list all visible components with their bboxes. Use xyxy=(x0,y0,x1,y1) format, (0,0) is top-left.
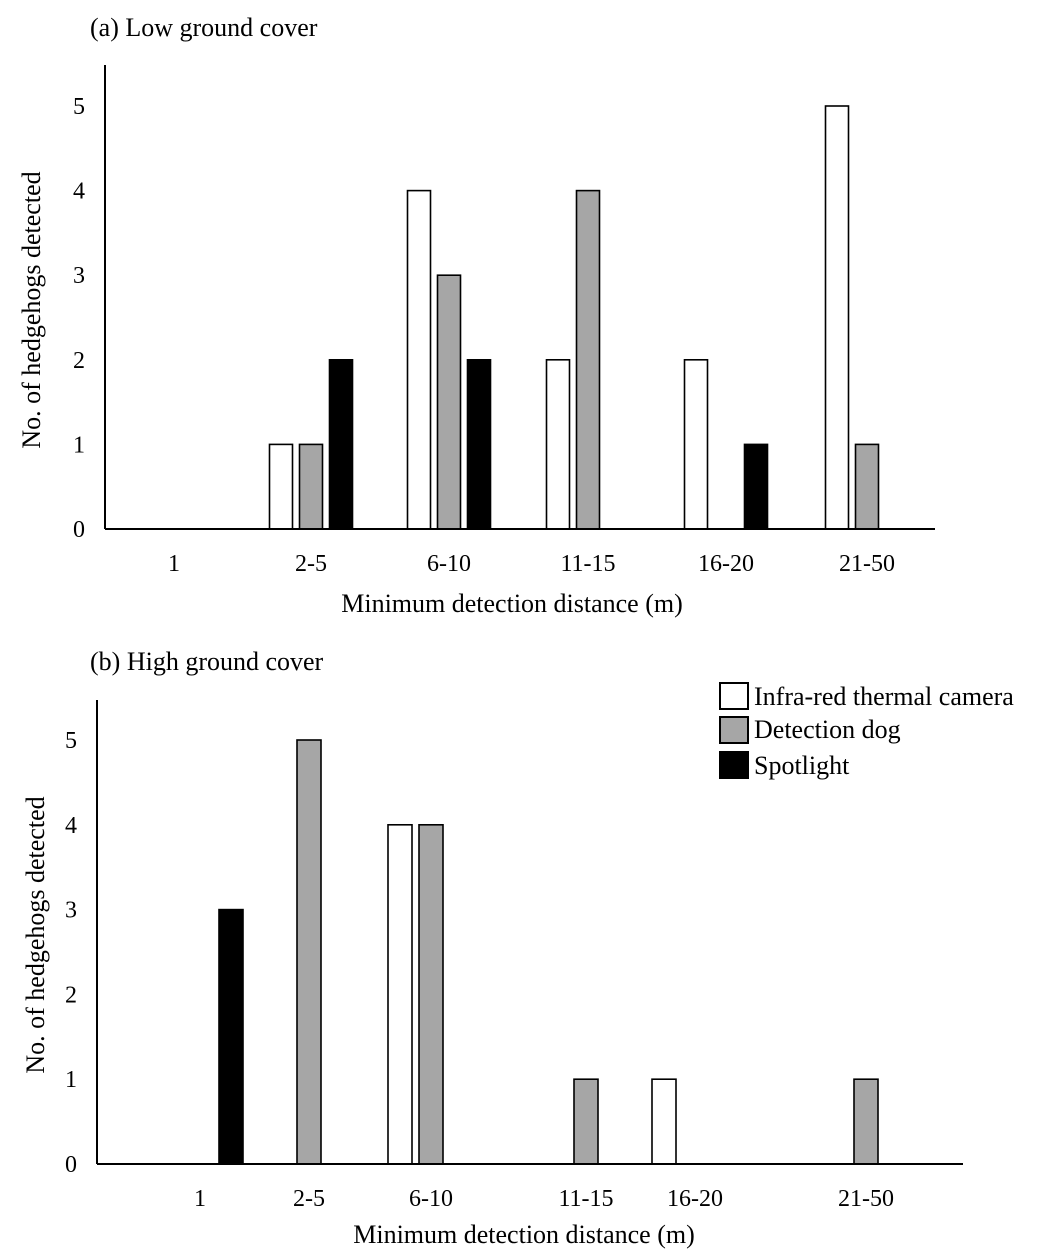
panel-b-y-tick-label: 2 xyxy=(65,982,77,1008)
panel-b-x-tick-label: 6-10 xyxy=(409,1186,453,1212)
panel-b-y-tick-label: 0 xyxy=(65,1152,77,1178)
panel-a-y-ticks: 0 1 2 3 4 5 xyxy=(73,94,85,543)
panel-b-x-tick-label: 16-20 xyxy=(667,1186,723,1212)
panel-a-x-tick-label: 11-15 xyxy=(560,551,615,577)
legend-label-infra-red-thermal-camera: Infra-red thermal camera xyxy=(754,682,1014,711)
panel-b-bar-infra-red-thermal-camera-6-10 xyxy=(387,823,413,1165)
panel-a-bar-detection-dog-2-5 xyxy=(298,443,324,530)
panel-b-x-tick-label: 1 xyxy=(194,1186,206,1212)
panel-a-y-axis-label: No. of hedgehogs detected xyxy=(17,171,46,448)
panel-a-axes xyxy=(104,65,935,530)
panel-a-x-axis-label: Minimum detection distance (m) xyxy=(341,589,683,618)
panel-b-bar-detection-dog-21-50 xyxy=(853,1078,879,1165)
panel-b-x-tick-label: 11-15 xyxy=(558,1186,613,1212)
legend-item-spotlight: Spotlight xyxy=(719,751,850,780)
panel-a-bar-infra-red-thermal-camera-2-5 xyxy=(268,443,294,530)
panel-b-y-tick-label: 4 xyxy=(65,813,77,839)
panel-b-bars xyxy=(218,739,879,1165)
legend-swatch-infra-red-thermal-camera xyxy=(719,682,749,710)
panel-b-y-tick-label: 1 xyxy=(65,1067,77,1093)
panel-a-bar-infra-red-thermal-camera-11-15 xyxy=(545,358,571,530)
panel-a-bar-infra-red-thermal-camera-21-50 xyxy=(824,105,850,530)
panel-b-high-ground-cover: (b) High ground cover No. of hedgehogs d… xyxy=(21,647,963,1249)
panel-a-x-ticks: 1 2-5 6-10 11-15 16-20 21-50 xyxy=(168,551,895,577)
panel-b-title: (b) High ground cover xyxy=(90,647,324,676)
panel-a-y-tick-label: 3 xyxy=(73,263,85,289)
legend: Infra-red thermal camera Detection dog S… xyxy=(719,682,1014,780)
panel-b-x-tick-label: 2-5 xyxy=(293,1186,325,1212)
panel-a-x-tick-label: 2-5 xyxy=(295,551,327,577)
panel-b-y-tick-label: 3 xyxy=(65,898,77,924)
panel-a-bar-spotlight-16-20 xyxy=(743,443,769,530)
panel-b-axes xyxy=(96,700,963,1165)
panel-b-bar-detection-dog-6-10 xyxy=(418,823,444,1165)
panel-b-x-tick-label: 21-50 xyxy=(838,1186,894,1212)
panel-a-bar-infra-red-thermal-camera-16-20 xyxy=(683,358,709,530)
legend-item-infra-red-thermal-camera: Infra-red thermal camera xyxy=(719,682,1014,711)
panel-b-y-tick-label: 5 xyxy=(65,728,77,754)
panel-a-x-tick-label: 1 xyxy=(168,551,180,577)
legend-label-spotlight: Spotlight xyxy=(754,751,850,780)
panel-a-x-tick-label: 16-20 xyxy=(698,551,754,577)
legend-swatch-detection-dog xyxy=(719,716,749,744)
panel-b-bar-infra-red-thermal-camera-16-20 xyxy=(651,1078,677,1165)
legend-item-detection-dog: Detection dog xyxy=(719,715,901,744)
panel-a-low-ground-cover: (a) Low ground cover No. of hedgehogs de… xyxy=(17,13,935,618)
panel-b-bar-detection-dog-11-15 xyxy=(573,1078,599,1165)
panel-a-y-tick-label: 2 xyxy=(73,348,85,374)
panel-b-bar-detection-dog-2-5 xyxy=(296,739,322,1165)
panel-a-y-tick-label: 4 xyxy=(73,179,85,205)
panel-a-y-tick-label: 1 xyxy=(73,432,85,458)
panel-a-title: (a) Low ground cover xyxy=(90,13,318,42)
panel-a-y-tick-label: 5 xyxy=(73,94,85,120)
panel-a-bar-detection-dog-11-15 xyxy=(575,189,601,530)
panel-b-x-ticks: 1 2-5 6-10 11-15 16-20 21-50 xyxy=(194,1186,894,1212)
legend-swatch-spotlight xyxy=(719,751,749,779)
panel-a-x-tick-label: 6-10 xyxy=(427,551,471,577)
panel-a-bar-detection-dog-21-50 xyxy=(854,443,880,530)
panel-a-bar-spotlight-6-10 xyxy=(466,358,492,530)
panel-b-bar-spotlight-1 xyxy=(218,908,244,1165)
legend-label-detection-dog: Detection dog xyxy=(754,715,901,744)
panel-a-bars xyxy=(268,105,880,530)
panel-b-y-axis-label: No. of hedgehogs detected xyxy=(21,796,50,1073)
panel-a-bar-detection-dog-6-10 xyxy=(436,274,462,530)
panel-a-bar-infra-red-thermal-camera-6-10 xyxy=(406,189,432,530)
panel-a-bar-spotlight-2-5 xyxy=(328,358,354,530)
panel-a-y-tick-label: 0 xyxy=(73,517,85,543)
panel-a-x-tick-label: 21-50 xyxy=(839,551,895,577)
panel-b-y-ticks: 0 1 2 3 4 5 xyxy=(65,728,77,1178)
panel-b-x-axis-label: Minimum detection distance (m) xyxy=(353,1220,695,1249)
